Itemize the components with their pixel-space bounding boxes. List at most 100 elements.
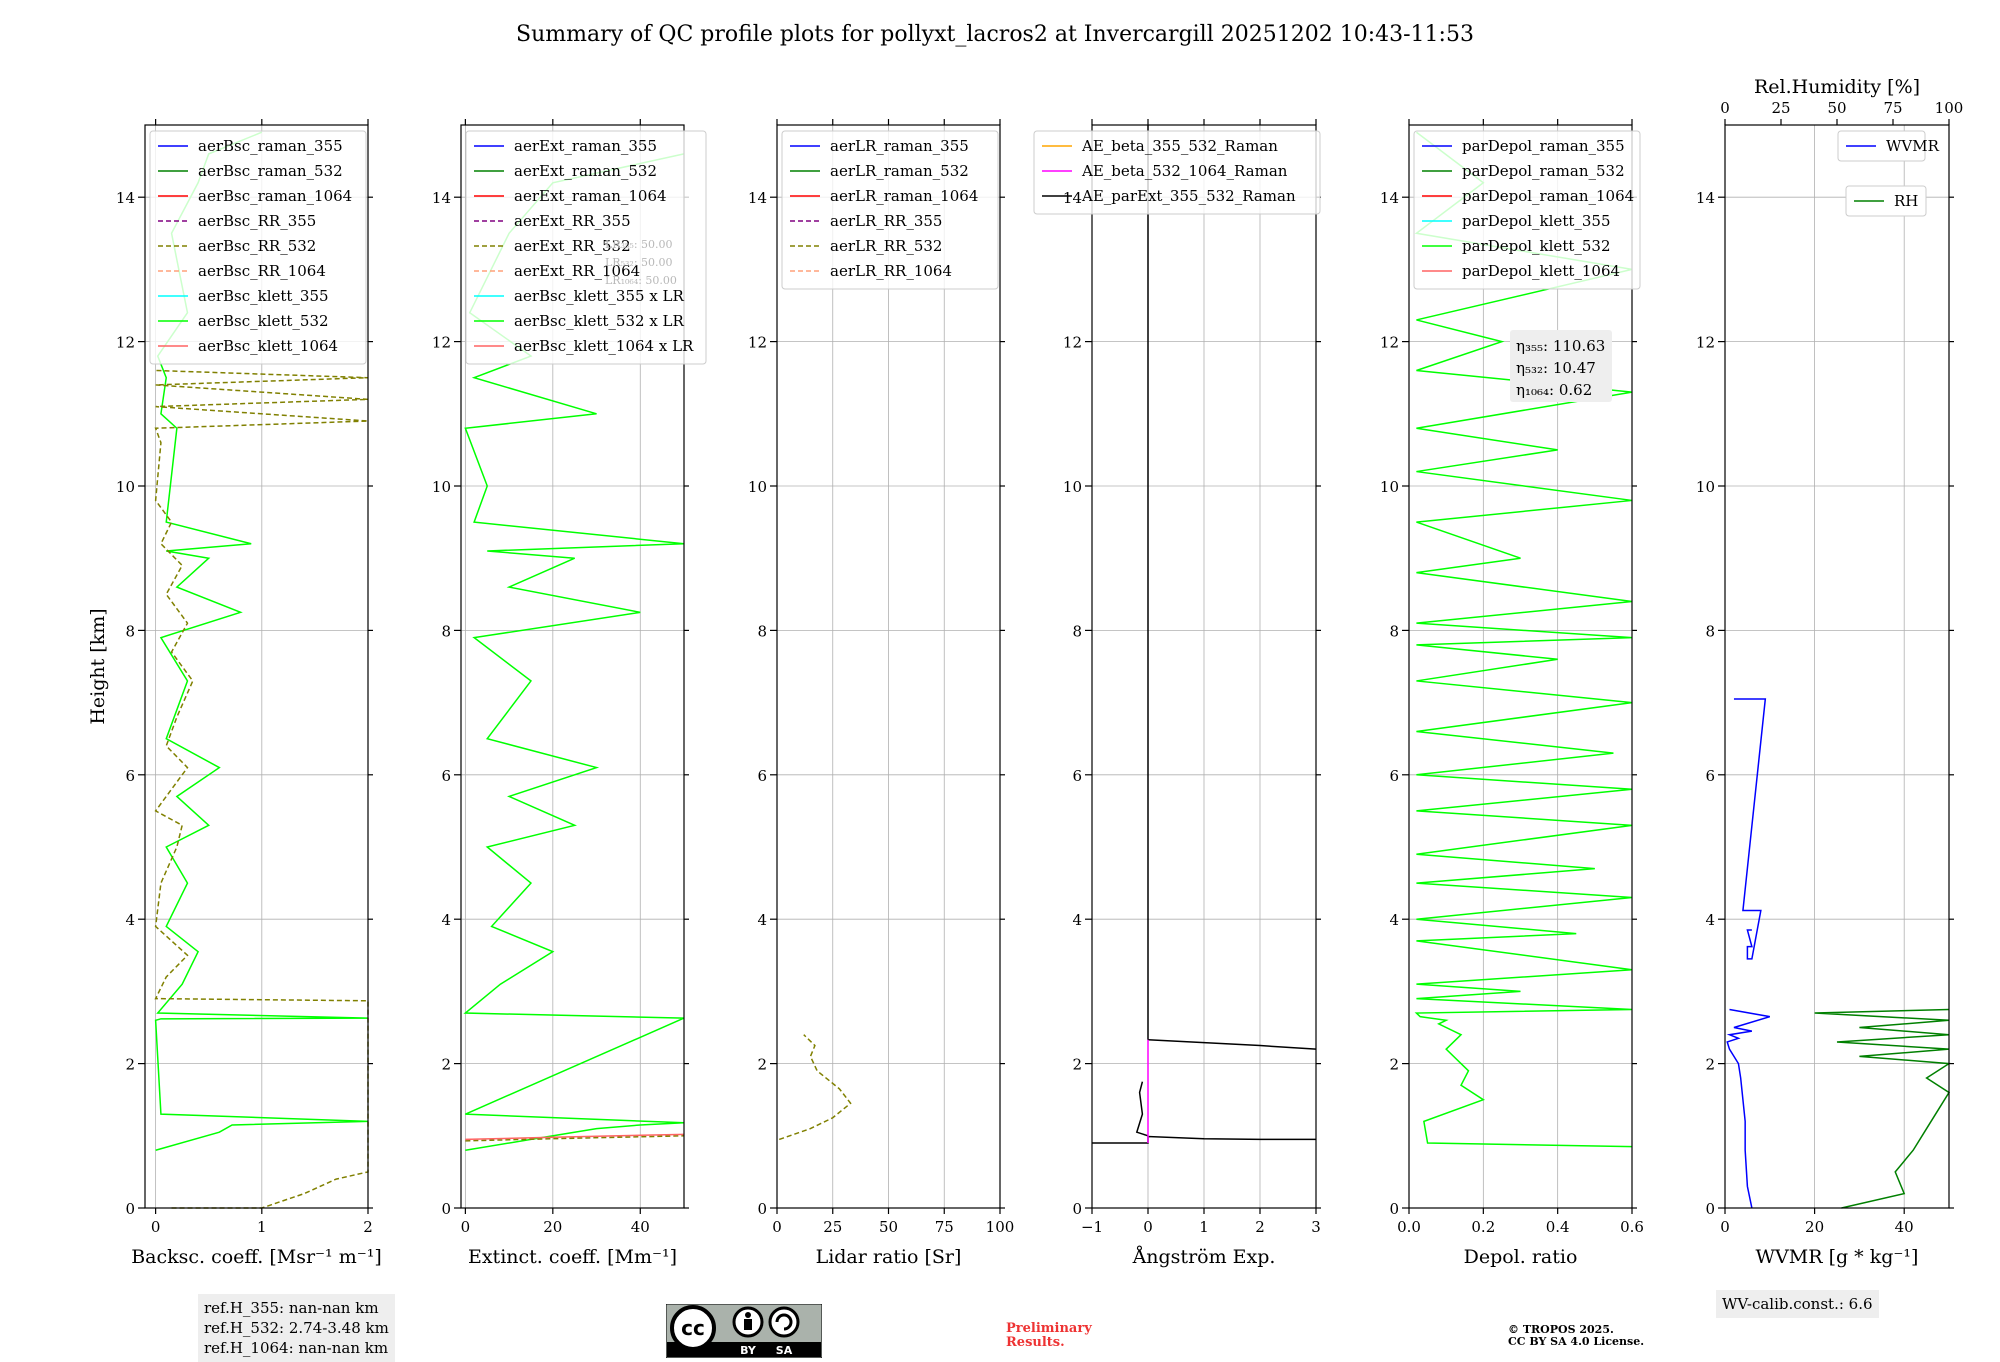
legend-entry: aerExt_raman_532	[514, 162, 657, 180]
series-line-aerbsc-klett-532	[154, 131, 369, 1151]
eta-annotation: η₅₃₂: 10.47	[1516, 359, 1596, 377]
y-axis-label: Height [km]	[87, 608, 109, 724]
x-tick-label: 0.6	[1620, 1218, 1644, 1236]
y-tick-label: 6	[1705, 767, 1715, 785]
series-line-ae-parext-355-532-raman-b	[1135, 1081, 1149, 1137]
y-tick-label: 8	[441, 622, 451, 640]
legend-entry: parDepol_raman_1064	[1462, 187, 1634, 205]
y-tick-label: 6	[441, 767, 451, 785]
x-tick-label: 3	[1311, 1218, 1321, 1236]
y-tick-label: 0	[1389, 1200, 1399, 1218]
legend-entry: parDepol_klett_1064	[1462, 262, 1620, 280]
legend-entry: aerExt_raman_355	[514, 137, 657, 155]
y-tick-label: 0	[757, 1200, 767, 1218]
legend-box	[149, 130, 367, 365]
legend-entry: aerExt_raman_1064	[514, 187, 667, 205]
x-axis-label: Ångström Exp.	[1132, 1246, 1276, 1268]
ref-heights-box: ref.H_355: nan-nan km ref.H_532: 2.74-3.…	[198, 1294, 395, 1362]
y-tick-label: 12	[1696, 334, 1715, 352]
wv-calib-box: WV-calib.const.: 6.6	[1716, 1290, 1879, 1318]
y-tick-label: 12	[1380, 334, 1399, 352]
x-tick-label: 100	[986, 1218, 1015, 1236]
y-tick-label: 10	[1380, 478, 1399, 496]
y-tick-label: 14	[748, 189, 767, 207]
sa-icon-arrow	[775, 1313, 793, 1331]
axes-frame	[144, 124, 369, 1209]
y-tick-label: 4	[757, 911, 767, 929]
y-tick-label: 0	[1072, 1200, 1082, 1218]
y-tick-label: 0	[1705, 1200, 1715, 1218]
legend-entry: aerBsc_klett_532 x LR	[514, 312, 685, 330]
legend-wvmr-box	[1837, 130, 1926, 162]
x-axis-label: Lidar ratio [Sr]	[816, 1246, 962, 1268]
preliminary-line-1: Preliminary	[1006, 1321, 1092, 1336]
cc-icon	[670, 1305, 716, 1351]
y-tick-label: 10	[432, 478, 451, 496]
y-tick-label: 12	[432, 334, 451, 352]
y-tick-label: 6	[1072, 767, 1082, 785]
y-tick-label: 6	[125, 767, 135, 785]
legend-entry: aerLR_RR_1064	[830, 262, 952, 280]
x-tick-label: 2	[363, 1218, 373, 1236]
by-label: BY	[740, 1344, 757, 1357]
y-tick-label: 4	[1072, 911, 1082, 929]
panel-wv	[1718, 119, 1954, 1214]
x2-tick-label: 50	[1827, 99, 1846, 117]
series-line-aerlr-rr-532	[778, 1034, 852, 1141]
series-line-aerbsc-klett-532-x-lr	[463, 153, 685, 1151]
x-axis-label: WVMR [g * kg⁻¹]	[1756, 1246, 1919, 1268]
legend-entry: parDepol_klett_532	[1462, 237, 1611, 255]
axes-frame	[460, 124, 685, 1209]
eta-box	[1510, 330, 1612, 402]
legend-entry: parDepol_raman_355	[1462, 137, 1625, 155]
legend-entry: parDepol_klett_355	[1462, 212, 1611, 230]
x-tick-label: 50	[879, 1218, 898, 1236]
y-tick-label: 2	[441, 1056, 451, 1074]
x-tick-label: 75	[935, 1218, 954, 1236]
legend-entry: WVMR	[1886, 137, 1940, 155]
legend-box	[1413, 130, 1641, 290]
legend-entry: aerBsc_RR_532	[198, 237, 316, 255]
x-tick-label: 1	[1199, 1218, 1209, 1236]
legend-box	[465, 130, 707, 365]
cc-by-sa-badge: cc BY SA	[666, 1304, 822, 1358]
y-tick-label: 4	[1389, 911, 1399, 929]
ref-height-355: ref.H_355: nan-nan km	[204, 1299, 379, 1317]
preliminary-note: Preliminary Results.	[1006, 1322, 1092, 1350]
legend-entry: aerBsc_raman_355	[198, 137, 343, 155]
x-tick-label: 20	[543, 1218, 562, 1236]
legend-entry: aerBsc_klett_532	[198, 312, 329, 330]
x-tick-label: 40	[1895, 1218, 1914, 1236]
y-tick-label: 12	[116, 334, 135, 352]
series-line-pardepol-klett-532	[1414, 131, 1633, 1148]
sa-label: SA	[776, 1344, 793, 1357]
lr-annotation: LR₅₃₂: 50.00	[605, 256, 673, 269]
series-line-aerext-raman-1064	[465, 1133, 685, 1141]
y-tick-label: 12	[1063, 334, 1082, 352]
y-tick-label: 12	[748, 334, 767, 352]
sa-icon	[768, 1306, 800, 1338]
x-tick-label: 1	[257, 1218, 267, 1236]
legend-entry: aerLR_RR_532	[830, 237, 942, 255]
series-line-aerbsc-rr-532	[154, 369, 369, 1209]
y-tick-label: 10	[748, 478, 767, 496]
y-tick-label: 10	[116, 478, 135, 496]
by-icon-head	[745, 1312, 751, 1318]
x-tick-label: 0.0	[1397, 1218, 1421, 1236]
y-tick-label: 8	[757, 622, 767, 640]
x-tick-label: 0	[1143, 1218, 1153, 1236]
x-tick-label: 0	[461, 1218, 471, 1236]
y-tick-label: 14	[1696, 189, 1715, 207]
y-tick-label: 6	[1389, 767, 1399, 785]
legend-entry: parDepol_raman_532	[1462, 162, 1625, 180]
legend-entry: aerLR_RR_355	[830, 212, 942, 230]
x-tick-label: 0.2	[1471, 1218, 1495, 1236]
eta-annotation: η₁₀₆₄: 0.62	[1516, 381, 1592, 399]
lr-annotation: LR₃₅₅: 50.00	[605, 238, 673, 251]
x-tick-label: 2	[1255, 1218, 1265, 1236]
legend-entry: aerExt_RR_532	[514, 237, 631, 255]
wv-calib-const: WV-calib.const.: 6.6	[1722, 1295, 1873, 1313]
y-tick-label: 6	[757, 767, 767, 785]
